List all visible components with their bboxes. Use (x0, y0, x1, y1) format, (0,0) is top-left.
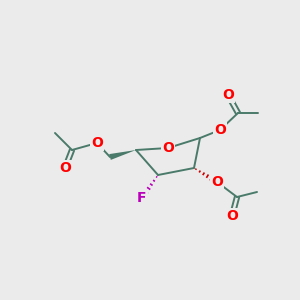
Polygon shape (109, 150, 136, 160)
Text: F: F (137, 191, 147, 205)
Text: O: O (222, 88, 234, 102)
Text: O: O (59, 161, 71, 175)
Text: O: O (91, 136, 103, 150)
Text: O: O (214, 123, 226, 137)
Text: O: O (162, 141, 174, 155)
Text: O: O (226, 209, 238, 223)
Text: O: O (211, 175, 223, 189)
